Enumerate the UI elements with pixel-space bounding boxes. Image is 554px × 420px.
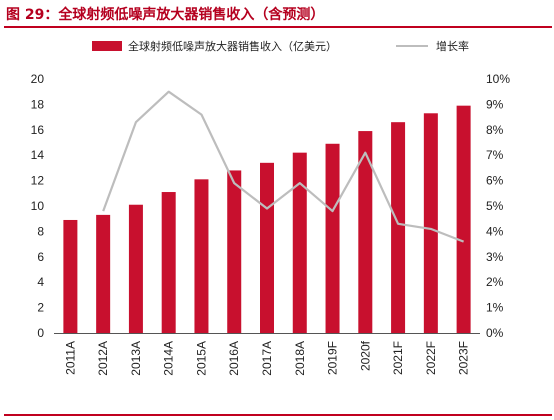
- x-tick-label: 2022F: [424, 341, 438, 375]
- y-left-tick-label: 8: [37, 224, 44, 238]
- y-left-tick-label: 10: [31, 199, 45, 213]
- y-right-tick-label: 10%: [486, 72, 510, 86]
- y-left-tick-label: 20: [31, 72, 45, 86]
- y-left-tick-label: 18: [31, 97, 45, 111]
- y-right-tick-label: 4%: [486, 224, 504, 238]
- revenue-bar: [325, 143, 340, 333]
- x-tick-label: 2023F: [457, 341, 471, 375]
- x-tick-label: 2013A: [129, 341, 143, 376]
- x-tick-label: 2016A: [227, 341, 241, 376]
- y-left-tick-label: 14: [31, 148, 45, 162]
- x-tick-label: 2021F: [391, 341, 405, 375]
- y-right-tick-label: 2%: [486, 275, 504, 289]
- legend-line-swatch: [396, 45, 428, 47]
- chart-title: 图 29：全球射频低噪声放大器销售收入（含预测）: [6, 7, 325, 23]
- x-tick-label: 2018A: [293, 341, 307, 376]
- revenue-bar: [260, 162, 274, 333]
- y-right-tick-label: 5%: [486, 199, 504, 213]
- y-right-tick-label: 3%: [486, 250, 504, 264]
- y-right-tick-label: 7%: [486, 148, 504, 162]
- legend-item-revenue: 全球射频低噪声放大器销售收入（亿美元）: [92, 38, 337, 54]
- revenue-bar: [96, 214, 111, 333]
- revenue-bar: [391, 122, 406, 334]
- x-tick-label: 2020f: [358, 340, 372, 371]
- revenue-bar: [161, 192, 176, 333]
- revenue-bar: [63, 219, 78, 333]
- y-left-tick-label: 6: [37, 250, 44, 264]
- bottom-divider: [4, 414, 552, 416]
- y-left-tick-label: 16: [31, 123, 45, 137]
- title-divider: [4, 26, 552, 28]
- growth-rate-line: [102, 90, 464, 243]
- revenue-bar: [292, 152, 307, 333]
- revenue-bar: [227, 170, 242, 333]
- chart-legend: 全球射频低噪声放大器销售收入（亿美元） 增长率: [0, 38, 554, 58]
- y-right-tick-label: 8%: [486, 123, 504, 137]
- revenue-bar: [194, 179, 209, 333]
- y-right-tick-label: 0%: [486, 326, 504, 340]
- x-tick-label: 2019F: [326, 341, 340, 375]
- revenue-bar: [423, 113, 438, 333]
- x-tick-label: 2014A: [162, 341, 176, 376]
- y-right-tick-label: 1%: [486, 301, 504, 315]
- y-right-tick-label: 6%: [486, 174, 504, 188]
- x-tick-label: 2012A: [96, 341, 110, 376]
- revenue-bar: [358, 131, 373, 333]
- y-left-tick-label: 2: [37, 301, 44, 315]
- legend-bar-swatch: [92, 41, 122, 51]
- x-tick-label: 2011A: [63, 341, 77, 375]
- y-left-tick-label: 4: [37, 275, 44, 289]
- legend-item-growth: 增长率: [396, 38, 469, 54]
- legend-label-revenue: 全球射频低噪声放大器销售收入（亿美元）: [128, 40, 337, 53]
- y-left-tick-label: 0: [37, 326, 44, 340]
- y-left-tick-label: 12: [31, 174, 45, 188]
- revenue-bar: [128, 204, 143, 333]
- x-tick-label: 2017A: [260, 341, 274, 376]
- legend-label-growth: 增长率: [436, 40, 469, 53]
- revenue-bar: [456, 105, 471, 333]
- y-right-tick-label: 9%: [486, 97, 504, 111]
- x-tick-label: 2015A: [194, 341, 208, 376]
